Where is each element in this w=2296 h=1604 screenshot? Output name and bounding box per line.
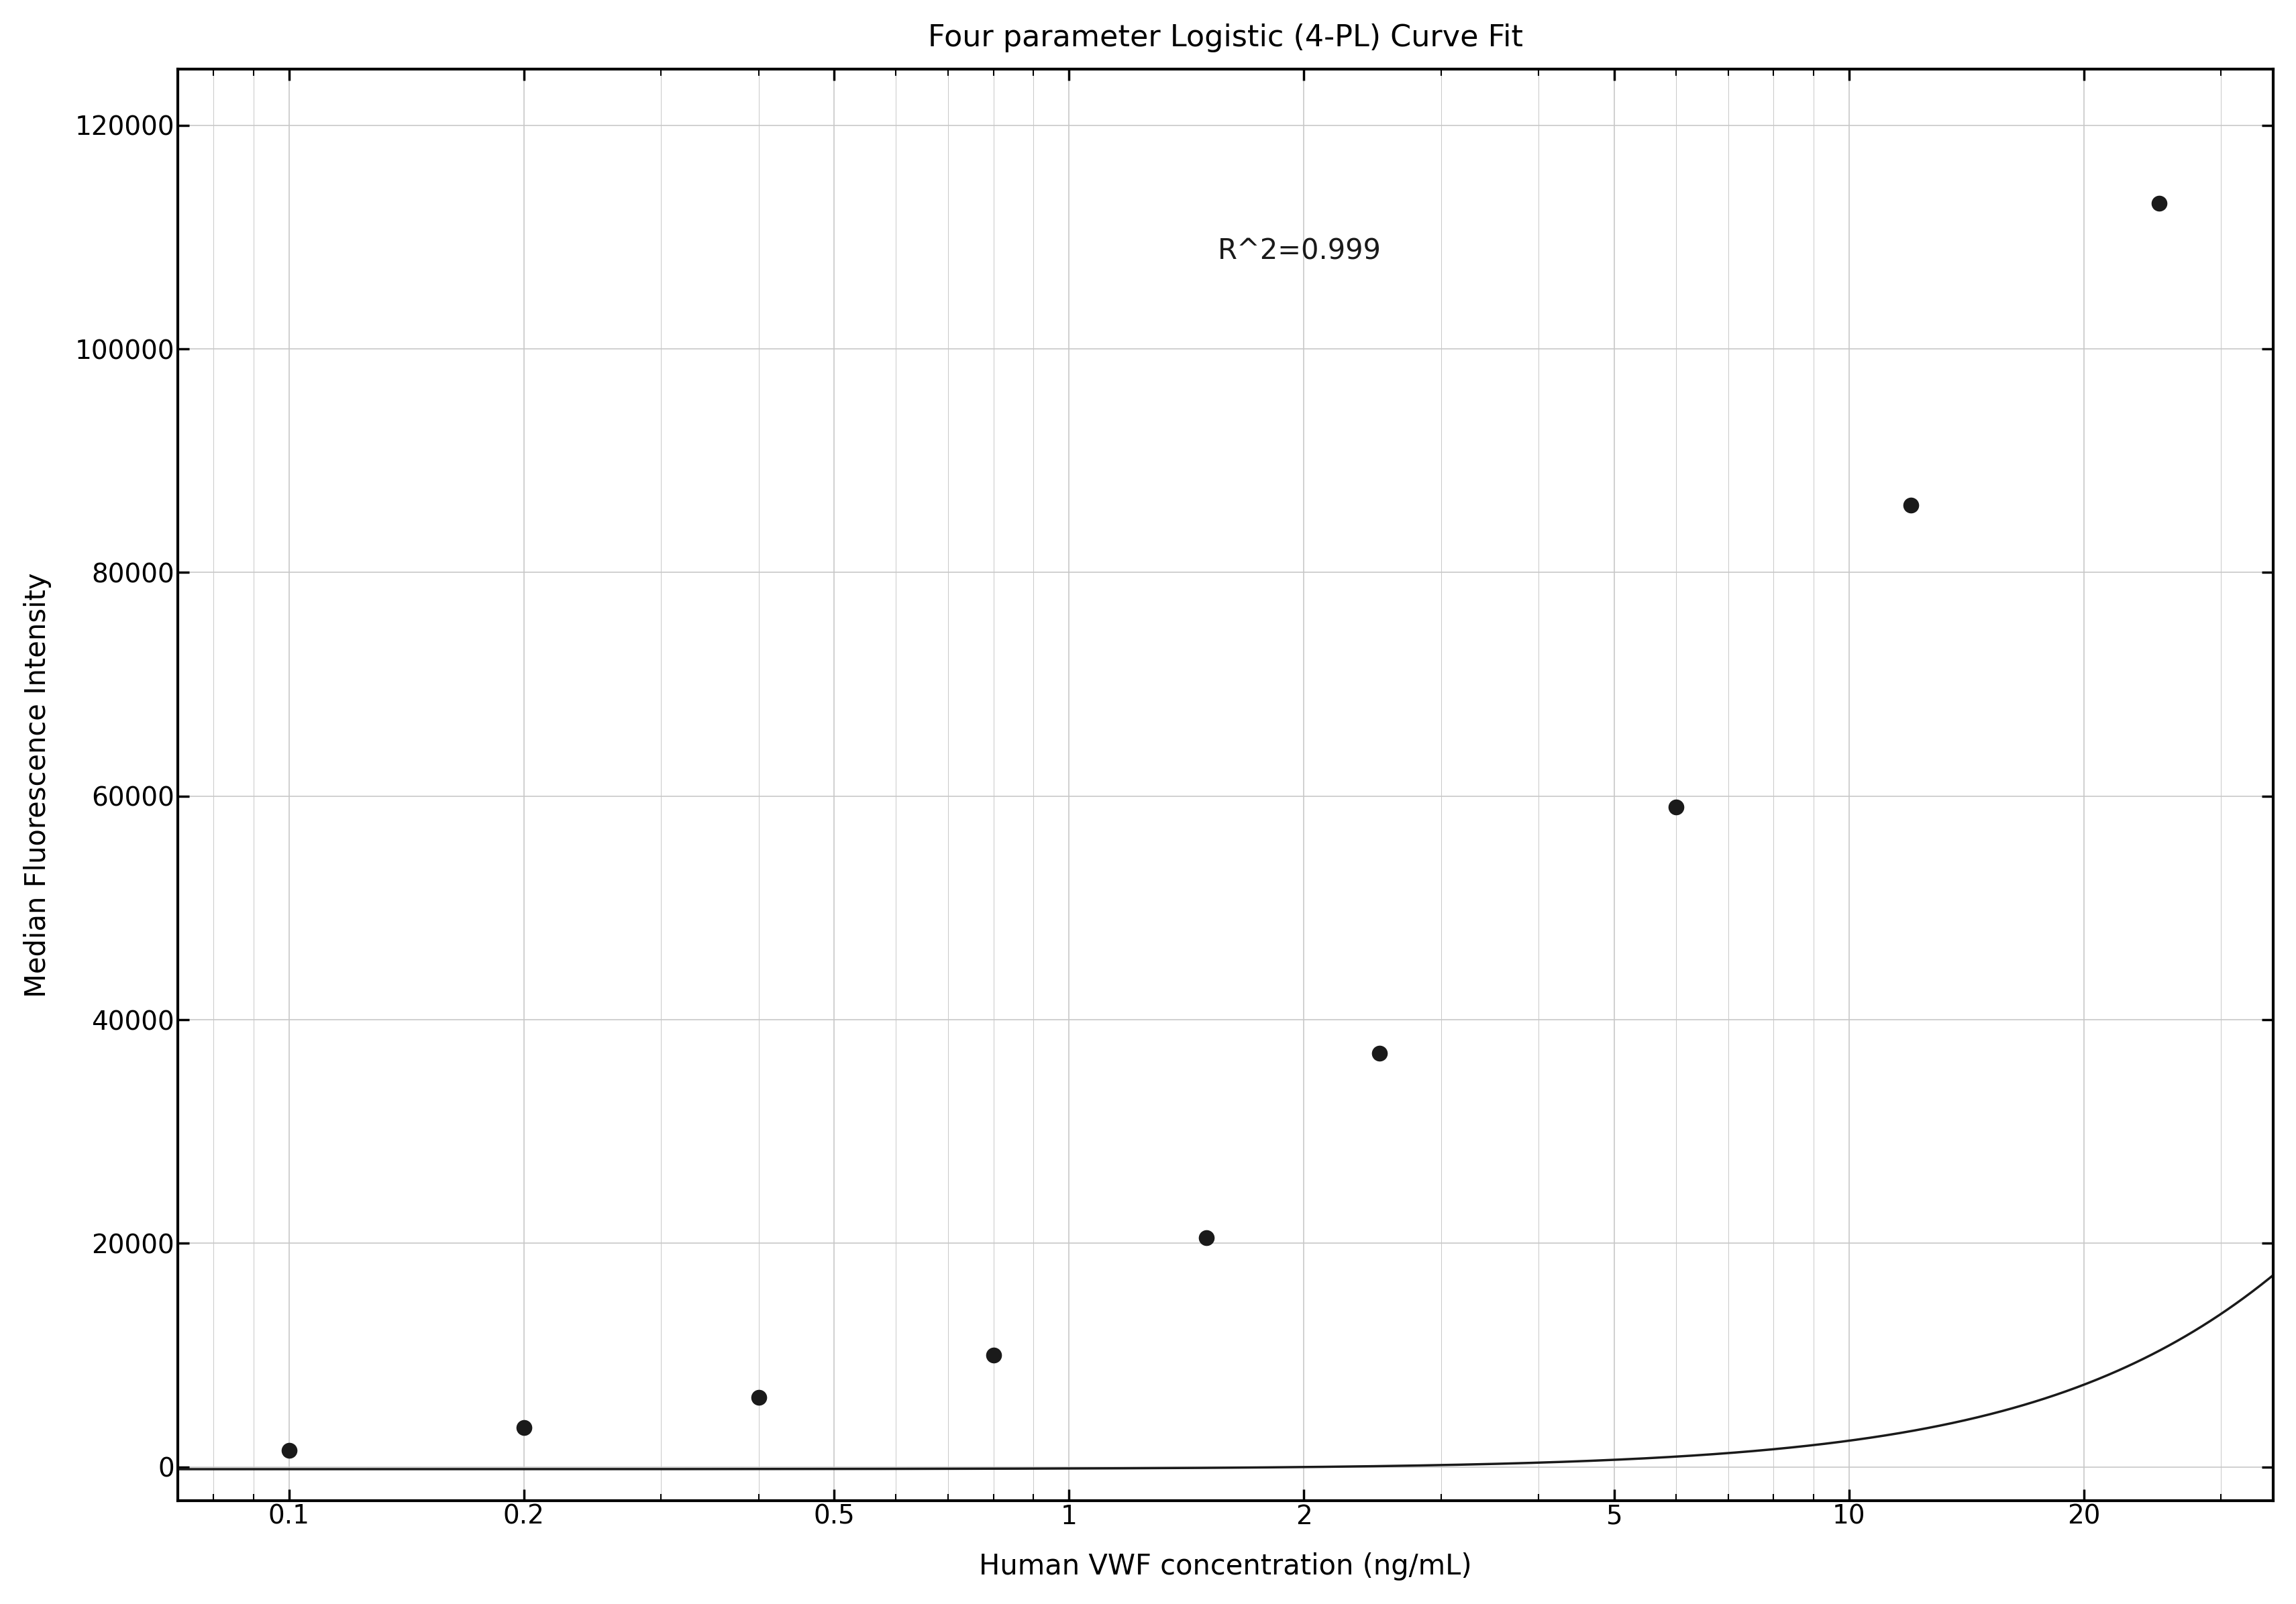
X-axis label: Human VWF concentration (ng/mL): Human VWF concentration (ng/mL) [978,1553,1472,1580]
Text: R^2=0.999: R^2=0.999 [1217,237,1380,266]
Title: Four parameter Logistic (4-PL) Curve Fit: Four parameter Logistic (4-PL) Curve Fit [928,24,1522,53]
Y-axis label: Median Fluorescence Intensity: Median Fluorescence Intensity [23,573,51,998]
